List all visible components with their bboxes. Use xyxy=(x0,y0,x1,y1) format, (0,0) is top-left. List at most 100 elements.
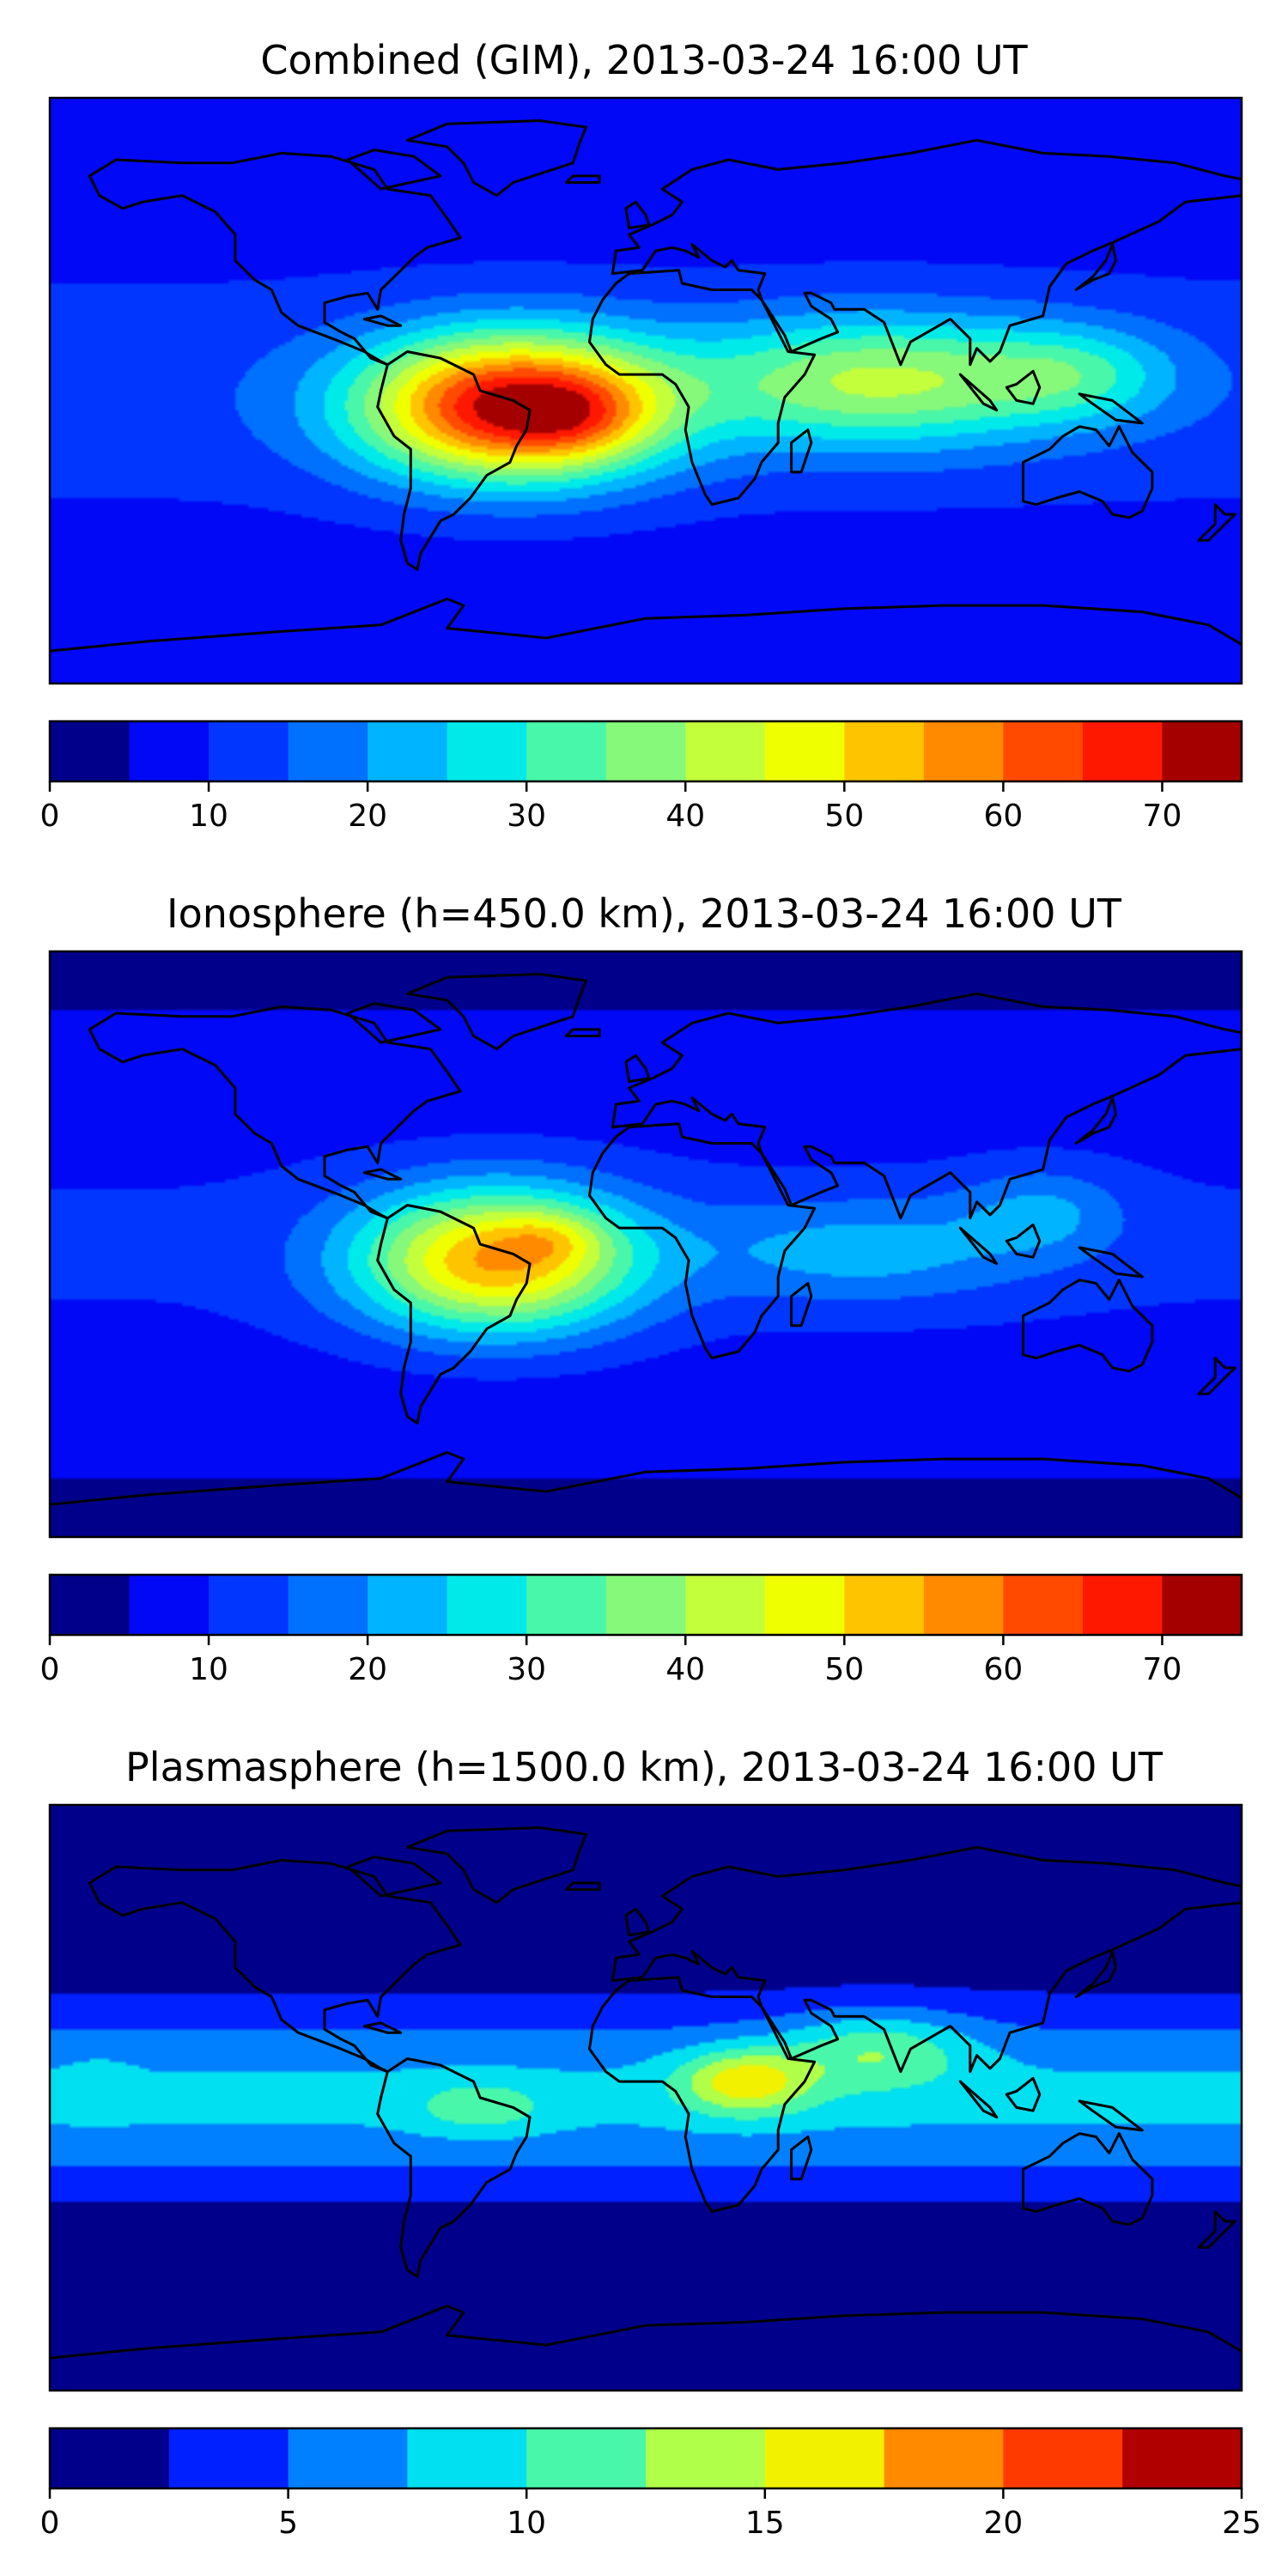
colorbar-segment xyxy=(685,721,766,781)
coastline-cuba xyxy=(362,314,403,327)
coastline-antarctica xyxy=(50,598,1242,653)
colorbar-segment xyxy=(1003,2428,1123,2488)
coastline-north-america xyxy=(88,1858,462,2074)
panel-title-combined: Combined (GIM), 2013-03-24 16:00 UT xyxy=(260,37,1028,83)
coastline-cuba xyxy=(362,2021,403,2034)
map-ionosphere xyxy=(48,950,1243,1539)
coastline-iceland xyxy=(565,1881,601,1891)
coastline-eurasia xyxy=(611,992,1242,1220)
colorbar-segment xyxy=(1003,1575,1084,1635)
coastline-japan xyxy=(1074,243,1117,291)
colorbar-tick-label: 10 xyxy=(189,799,228,834)
coastline-australia xyxy=(1022,2132,1154,2227)
map-plasmasphere xyxy=(48,1803,1243,2392)
colorbar-segment xyxy=(764,1575,845,1635)
colorbar-segment xyxy=(168,2428,289,2488)
colorbar-tick-label: 20 xyxy=(348,1652,387,1687)
colorbar-segment xyxy=(884,2428,1004,2488)
colorbar-segment xyxy=(50,1575,131,1635)
colorbar-tick-label: 50 xyxy=(824,1652,864,1687)
colorbar-frame xyxy=(48,720,1243,783)
colorbar-plasmasphere: 0 5 10 15 20 25 xyxy=(40,2427,1261,2541)
tec-heatmap xyxy=(50,951,1242,1537)
coastline-africa xyxy=(588,269,817,507)
map-combined xyxy=(48,96,1243,685)
coastlines xyxy=(50,973,1242,1506)
colorbar-segment xyxy=(129,721,210,781)
coastline-australia xyxy=(1022,425,1154,519)
colorbar-tick-label: 10 xyxy=(189,1652,228,1687)
colorbar-segment xyxy=(764,2428,885,2488)
coastline-new-zealand xyxy=(1197,2210,1236,2249)
coastline-greenland xyxy=(405,1826,588,1905)
coastline-baffin-island xyxy=(346,1002,442,1044)
coastline-south-america xyxy=(376,2057,532,2278)
colorbar-segment xyxy=(526,721,607,781)
colorbar-segment xyxy=(1162,721,1242,781)
colorbar-segment xyxy=(129,1575,210,1635)
colorbar-segment xyxy=(526,2428,647,2488)
coastline-south-america xyxy=(376,1204,532,1425)
colorbar-segment xyxy=(209,1575,289,1635)
colorbar-tick-label: 0 xyxy=(40,2506,60,2541)
colorbar-segment xyxy=(447,1575,527,1635)
coastlines xyxy=(50,119,1242,653)
colorbar-segment xyxy=(1082,1575,1163,1635)
colorbar-frame xyxy=(48,2427,1243,2490)
colorbar-segment xyxy=(50,721,131,781)
colorbar-tick-label: 60 xyxy=(983,1652,1023,1687)
colorbar-segment xyxy=(923,1575,1004,1635)
coastlines xyxy=(50,1826,1242,2360)
colorbar-tick-label: 50 xyxy=(824,799,864,834)
coastline-borneo xyxy=(1005,2076,1042,2112)
colorbar-segment xyxy=(288,2428,408,2488)
colorbar-tick-label: 40 xyxy=(665,1652,705,1687)
colorbar-segment xyxy=(1162,1575,1242,1635)
coastline-south-america xyxy=(376,350,532,571)
map-frame xyxy=(48,1803,1243,2392)
colorbar-segment xyxy=(923,721,1004,781)
colorbar-segment xyxy=(764,721,845,781)
colorbar-ionosphere: 0 10 20 30 40 50 60 70 xyxy=(40,1573,1243,1687)
coastline-north-america xyxy=(88,151,462,367)
coastline-cuba xyxy=(362,1168,403,1181)
colorbar-tick-label: 5 xyxy=(278,2506,298,2541)
coastline-iceland xyxy=(565,174,601,184)
coastline-new-zealand xyxy=(1197,503,1236,542)
map-frame xyxy=(48,96,1243,685)
coastline-eurasia xyxy=(611,1845,1242,2074)
colorbar-segment xyxy=(447,721,527,781)
colorbar-tick-label: 25 xyxy=(1222,2506,1261,2541)
coastline-north-america xyxy=(88,1005,462,1220)
colorbar-segment xyxy=(368,1575,448,1635)
colorbar-segment xyxy=(844,1575,925,1635)
colorbar-segment xyxy=(646,2428,766,2488)
coastline-sumatra xyxy=(958,2080,999,2119)
colorbar-frame xyxy=(48,1573,1243,1637)
colorbar-segment xyxy=(288,721,368,781)
colorbar-tick-label: 30 xyxy=(507,799,546,834)
coastline-uk xyxy=(624,1907,651,1937)
coastline-japan xyxy=(1074,1097,1117,1145)
colorbar-segment xyxy=(1082,721,1163,781)
colorbar-segment xyxy=(685,1575,766,1635)
colorbar-tick-label: 70 xyxy=(1143,799,1182,834)
coastline-eurasia xyxy=(611,138,1242,367)
coastline-antarctica xyxy=(50,1451,1242,1506)
coastline-africa xyxy=(588,1122,817,1360)
coastline-sumatra xyxy=(958,373,999,412)
colorbar-segment xyxy=(1003,721,1084,781)
coastline-baffin-island xyxy=(346,149,442,191)
coastline-sumatra xyxy=(958,1226,999,1266)
colorbar-segment xyxy=(844,721,925,781)
coastline-madagascar xyxy=(790,428,813,474)
coastline-baffin-island xyxy=(346,1856,442,1898)
colorbar-tick-label: 0 xyxy=(40,1652,60,1687)
colorbar-tick-label: 40 xyxy=(665,799,705,834)
coastline-madagascar xyxy=(790,1282,813,1327)
colorbar-segment xyxy=(526,1575,607,1635)
coastline-greenland xyxy=(405,973,588,1051)
colorbar-combined: 0 10 20 30 40 50 60 70 xyxy=(40,720,1243,834)
tec-heatmap xyxy=(50,98,1242,683)
